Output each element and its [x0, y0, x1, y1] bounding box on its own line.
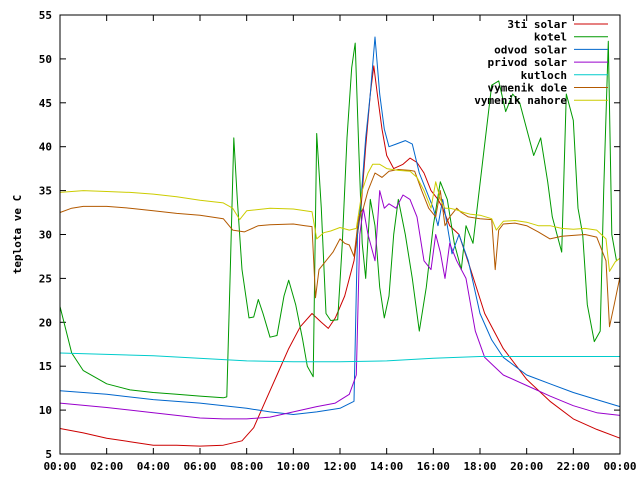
y-tick-label: 25 [39, 272, 52, 285]
y-tick-label: 55 [39, 9, 52, 22]
x-tick-label: 00:00 [603, 460, 636, 473]
x-tick-label: 10:00 [277, 460, 310, 473]
y-tick-label: 35 [39, 185, 52, 198]
series-lines [59, 36, 621, 447]
series-line-privod-solar [59, 190, 621, 420]
series-line-odvod-solar [59, 36, 621, 415]
y-tick-label: 10 [39, 404, 52, 417]
x-tick-label: 22:00 [557, 460, 590, 473]
x-tick-label: 06:00 [183, 460, 216, 473]
legend-label-vymenik-dole: vymenik dole [488, 82, 568, 95]
series-line-kutloch [59, 352, 620, 363]
axes: 5 10 15 20 25 30 35 40 45 50 55 00:00 02:00 04:00 06:0… [39, 9, 637, 473]
y-tick-label: 20 [39, 316, 52, 329]
legend-label-kutloch: kutloch [521, 69, 567, 82]
x-tick-label: 12:00 [323, 460, 356, 473]
series-line-vymenik-nahore [59, 163, 621, 272]
legend-label-3ti-solar: 3ti solar [507, 18, 567, 31]
x-tick-label: 20:00 [510, 460, 543, 473]
y-tick-label: 50 [39, 53, 52, 66]
series-line-kotel [59, 40, 617, 399]
y-tick-label: 30 [39, 229, 52, 242]
y-tick-label: 5 [45, 448, 52, 461]
plot-frame [59, 14, 621, 455]
legend-label-kotel: kotel [534, 31, 567, 44]
x-tick-label: 04:00 [137, 460, 170, 473]
y-tick-label: 45 [39, 97, 52, 110]
legend-label-vymenik-nahore: vymenik nahore [474, 94, 567, 107]
x-tick-label: 00:00 [43, 460, 76, 473]
x-tick-label: 14:00 [370, 460, 403, 473]
y-axis-title: teplota ve C [11, 195, 24, 274]
x-tick-label: 02:00 [90, 460, 123, 473]
x-tick-label: 18:00 [463, 460, 496, 473]
legend-label-odvod-solar: odvod solar [494, 43, 567, 56]
y-tick-label: 40 [39, 141, 52, 154]
x-tick-label: 08:00 [230, 460, 263, 473]
x-tick-label: 16:00 [417, 460, 450, 473]
series-line-vymenik-dole [59, 169, 621, 328]
legend-label-privod-solar: privod solar [488, 56, 568, 69]
y-tick-label: 15 [39, 360, 52, 373]
